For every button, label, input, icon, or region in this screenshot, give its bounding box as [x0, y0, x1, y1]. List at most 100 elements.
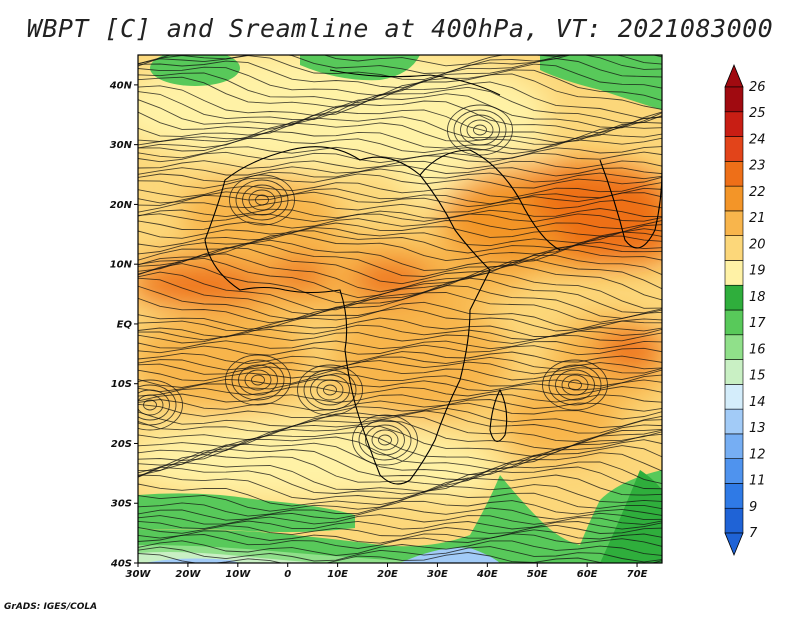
vortex-ring [561, 374, 589, 396]
grads-credit: GrADS: IGES/COLA [4, 602, 98, 612]
streamline [138, 461, 662, 492]
streamline [138, 285, 662, 320]
colorbar-swatch [724, 210, 744, 236]
streamline [138, 492, 662, 512]
colorbar-label: 22 [749, 185, 766, 200]
streamline [138, 73, 662, 110]
streamline [138, 466, 662, 495]
lat-tick-label: 10N [110, 260, 133, 271]
colorbar-max-arrow [724, 63, 744, 88]
streamline [138, 239, 662, 271]
vortex-ring [244, 369, 272, 391]
lat-tick-label: 30S [111, 499, 132, 510]
colorbar-swatch [724, 507, 744, 534]
vortex-ring [466, 119, 494, 141]
lon-tick-label: 50E [527, 569, 548, 580]
streamline [138, 340, 662, 350]
colorbar-label: 7 [749, 526, 758, 541]
streamline [138, 452, 662, 486]
streamline [138, 360, 662, 375]
streamline [138, 483, 662, 507]
streamline [138, 63, 662, 97]
colorbar-label: 13 [749, 421, 766, 436]
streamline [138, 93, 662, 129]
plot-frame [137, 54, 663, 564]
vortex-ring [548, 364, 602, 406]
vortex-ring [255, 194, 269, 206]
vortex-ring [310, 374, 350, 406]
streamline [138, 247, 662, 285]
vortex-ring [303, 369, 357, 411]
colorbar-label: 23 [749, 159, 766, 174]
streamline [138, 356, 662, 371]
colorbar-swatch [724, 86, 744, 113]
streamline [138, 253, 662, 293]
streamline [138, 100, 662, 134]
vortex-ring [225, 354, 291, 406]
colorbar-label: 17 [749, 316, 766, 331]
streamline [138, 552, 662, 563]
vortex-ring [235, 179, 289, 221]
vortex-ring [453, 109, 507, 151]
streamline [138, 373, 662, 388]
colorbar-swatch [724, 458, 744, 484]
streamline [138, 137, 662, 155]
vortex-ring [568, 379, 582, 391]
streamline [138, 344, 662, 356]
streamline [138, 151, 662, 164]
streamline [138, 146, 662, 160]
colorbar-swatch [724, 433, 744, 459]
vortex-ring [316, 379, 344, 401]
lat-tick-label: 40S [110, 559, 132, 570]
lon-tick-label: 30E [427, 569, 448, 580]
colorbar-swatch [724, 161, 744, 187]
vortex-ring [248, 189, 276, 211]
colorbar: 7 9 11 12 13 14 15 16 17 18 19 20 21 22 23 24 25 26 [724, 63, 766, 557]
colorbar-swatch [724, 136, 744, 162]
vortex-ring [555, 369, 595, 401]
latitude-axis: 40N 30N 20N 10N EQ 10S 20S 30S 40S [109, 80, 138, 570]
vortex-ring [231, 359, 285, 401]
streamline [138, 218, 662, 231]
vortex-ring [365, 424, 405, 456]
colorbar-label: 9 [749, 500, 757, 515]
streamline [138, 445, 662, 481]
streamline [138, 242, 662, 277]
streamline [138, 307, 662, 332]
streamline [138, 524, 662, 537]
streamline [138, 366, 662, 382]
vortex-ring [297, 364, 363, 416]
streamline [138, 393, 662, 403]
vortex-ring [138, 384, 177, 426]
vortex-ring [460, 114, 500, 146]
lat-tick-label: 30N [110, 140, 133, 151]
colorbar-swatch [724, 185, 744, 212]
streamline [138, 58, 662, 89]
map-title: WBPT [C] and Sreamline at 400hPa, VT: 20… [26, 14, 774, 43]
streamline [138, 187, 662, 205]
vortex-ring [138, 389, 170, 421]
streamline [138, 402, 662, 420]
streamline [138, 227, 662, 248]
streamline [138, 529, 662, 544]
lat-tick-label: 40N [109, 80, 133, 91]
streamline [138, 277, 662, 315]
streamline [138, 131, 662, 151]
vortex-ring [238, 364, 278, 396]
streamline [138, 379, 662, 393]
colorbar-label: 15 [749, 369, 766, 384]
streamline [138, 55, 662, 74]
colorbar-swatch [724, 408, 744, 435]
lat-tick-label: 20S [111, 439, 132, 450]
vortex-ring [251, 374, 265, 386]
streamline [138, 546, 662, 563]
streamline [138, 160, 662, 170]
colorbar-swatch [724, 111, 744, 137]
streamline [138, 292, 662, 324]
longitude-axis: 30W 20W 10W 0 10E 20E 30E 40E 50E 60E 70E [126, 563, 648, 580]
vortex-ring [138, 379, 183, 431]
streamline [138, 351, 662, 365]
lon-tick-label: 10W [225, 569, 251, 580]
streamline [138, 199, 662, 213]
